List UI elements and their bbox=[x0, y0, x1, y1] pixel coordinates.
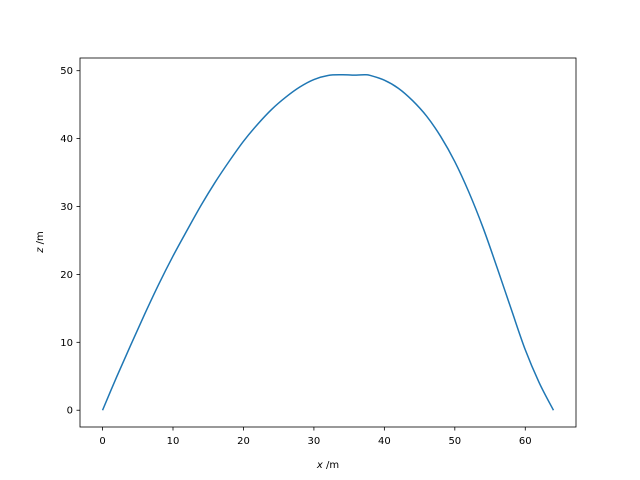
x-tick-label: 50 bbox=[448, 436, 461, 447]
y-axis-ticks: 0 10 20 30 40 50 bbox=[60, 66, 80, 417]
trajectory-line-0 bbox=[101, 74, 555, 411]
x-tick-label: 60 bbox=[519, 436, 532, 447]
x-tick-label: 0 bbox=[99, 436, 105, 447]
y-tick-label: 40 bbox=[60, 134, 73, 145]
y-tick-label: 10 bbox=[60, 338, 73, 349]
plot-frame bbox=[79, 57, 577, 428]
x-tick-label: 10 bbox=[167, 436, 180, 447]
x-axis-label: x /m bbox=[316, 460, 339, 471]
x-tick-label: 30 bbox=[308, 436, 321, 447]
x-tick-label: 20 bbox=[237, 436, 250, 447]
plot-area bbox=[101, 74, 555, 411]
y-tick-label: 20 bbox=[60, 270, 73, 281]
x-axis-ticks: 0 10 20 30 40 50 60 bbox=[99, 427, 532, 447]
y-tick-label: 30 bbox=[60, 202, 73, 213]
y-axis-label: z /m bbox=[35, 231, 46, 254]
y-tick-label: 0 bbox=[67, 406, 73, 417]
y-tick-label: 50 bbox=[60, 66, 73, 77]
x-tick-label: 40 bbox=[378, 436, 391, 447]
